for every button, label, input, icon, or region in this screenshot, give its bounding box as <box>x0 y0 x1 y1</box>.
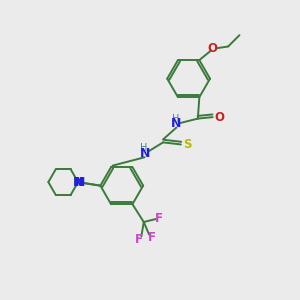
Text: O: O <box>208 42 218 55</box>
Text: N: N <box>140 147 150 160</box>
Text: N: N <box>73 176 83 189</box>
Text: F: F <box>134 233 142 246</box>
Text: F: F <box>155 212 163 225</box>
Text: F: F <box>148 231 156 244</box>
Text: O: O <box>214 111 224 124</box>
Text: N: N <box>171 117 182 130</box>
Text: H: H <box>140 143 148 153</box>
Text: H: H <box>172 114 179 124</box>
Text: S: S <box>183 138 192 151</box>
Text: N: N <box>75 176 85 189</box>
